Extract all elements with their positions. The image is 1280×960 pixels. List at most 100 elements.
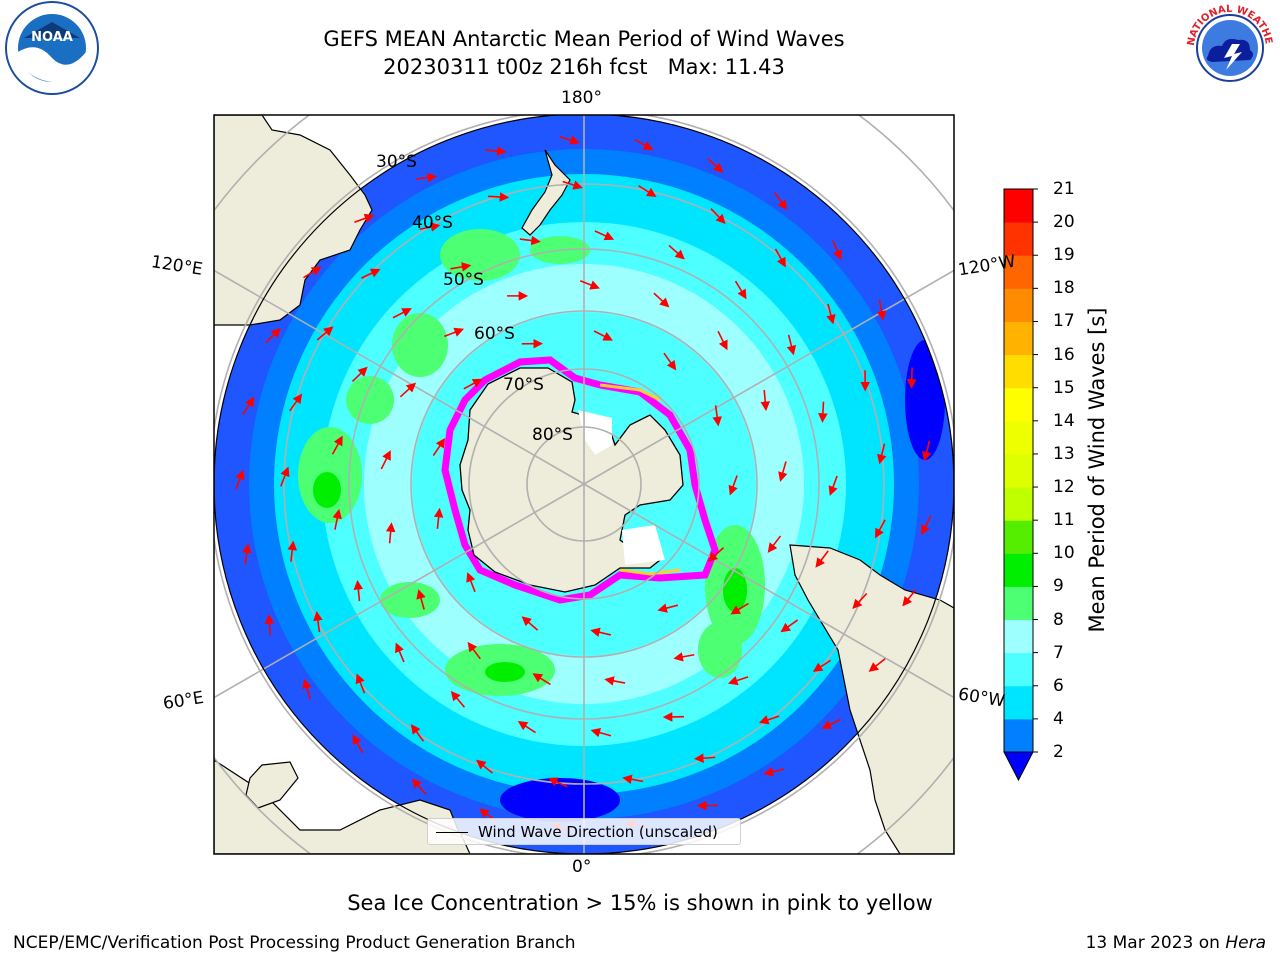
colorbar-segment xyxy=(1004,453,1033,488)
map-subtitle: 20230311 t00z 216h fcst Max: 11.43 xyxy=(383,55,785,79)
wind-wave-arrow xyxy=(361,268,381,279)
lat-label-50s: 50°S xyxy=(443,270,484,290)
wind-wave-arrow xyxy=(416,589,426,610)
wind-wave-arrow xyxy=(604,676,626,686)
wind-wave-arrow xyxy=(450,262,472,272)
colorbar-tick-label: 13 xyxy=(1053,443,1075,464)
colorbar-tick-label: 19 xyxy=(1053,245,1075,266)
wind-wave-arrow xyxy=(828,475,838,496)
sea-ice-edge xyxy=(441,356,719,604)
wind-wave-arrow xyxy=(488,192,510,202)
map-legend: Wind Wave Direction (unscaled) xyxy=(427,818,741,845)
wind-wave-arrow xyxy=(593,330,613,341)
wind-wave-arrow xyxy=(590,627,612,637)
footer-date-text: 13 Mar 2023 on xyxy=(1085,933,1226,953)
colorbar-tick-label: 7 xyxy=(1053,642,1064,663)
wind-wave-arrow xyxy=(821,718,841,729)
wind-wave-arrow xyxy=(443,327,465,338)
wind-wave-arrow xyxy=(868,658,886,672)
wind-wave-arrow xyxy=(707,547,725,562)
colorbar-segment xyxy=(1004,586,1033,621)
wind-wave-arrows xyxy=(235,135,932,833)
wind-wave-arrow xyxy=(852,592,868,610)
colorbar-segment xyxy=(1004,553,1033,587)
wind-wave-arrow xyxy=(906,367,917,389)
wind-wave-arrow xyxy=(521,616,539,631)
colorbar-segment xyxy=(1004,652,1033,687)
wind-wave-arrow xyxy=(316,326,334,341)
colorbar-segment xyxy=(1004,685,1033,720)
colorbar-segment xyxy=(1004,718,1033,753)
wind-wave-arrow xyxy=(466,572,476,593)
wind-wave-arrow xyxy=(385,522,396,544)
wind-wave-arrow xyxy=(467,641,481,660)
wind-wave-arrow xyxy=(590,728,612,738)
wind-wave-arrow xyxy=(921,515,932,536)
wind-wave-arrow xyxy=(242,543,252,565)
wind-wave-arrow xyxy=(313,611,323,633)
colorbar-tick-label: 11 xyxy=(1053,510,1075,531)
colorbar-segment xyxy=(1004,487,1033,521)
wind-wave-arrow xyxy=(415,172,438,183)
colorbar-tick-label: 2 xyxy=(1053,742,1064,762)
wind-wave-arrow xyxy=(380,450,391,470)
wind-wave-arrow xyxy=(875,519,886,539)
nws-logo: NATIONAL WEATHER SERVICE xyxy=(1180,0,1276,94)
wind-wave-arrow xyxy=(657,603,679,613)
wind-wave-arrow xyxy=(668,244,685,260)
wind-wave-arrow xyxy=(694,753,716,763)
wind-wave-arrow xyxy=(622,774,644,785)
wind-wave-arrow xyxy=(876,299,887,321)
wind-wave-arrow xyxy=(832,240,842,261)
wind-wave-arrow xyxy=(352,734,364,754)
wind-wave-arrow xyxy=(826,303,836,325)
colorbar-tick-label: 21 xyxy=(1053,179,1075,199)
wind-wave-arrow xyxy=(734,280,747,300)
lat-label-80s: 80°S xyxy=(532,425,573,445)
colorbar-label: Mean Period of Wind Waves [s] xyxy=(1085,307,1109,633)
sea-ice-note: Sea Ice Concentration > 15% is shown in … xyxy=(347,891,933,915)
colorbar-tick-label: 17 xyxy=(1053,311,1075,332)
colorbar-tick-label: 10 xyxy=(1053,543,1075,564)
wind-wave-arrow xyxy=(392,308,412,319)
lon-label-180: 180° xyxy=(561,88,602,108)
ice-shelf xyxy=(578,410,665,565)
wind-wave-arrow xyxy=(351,366,368,383)
wind-wave-arrow xyxy=(760,389,771,412)
wind-wave-arrow xyxy=(432,437,446,457)
graticule xyxy=(214,115,954,854)
colorbar-tick-label: 6 xyxy=(1053,675,1064,696)
legend-line-swatch xyxy=(436,832,468,833)
wind-wave-arrow xyxy=(763,767,785,777)
wind-wave-arrow xyxy=(485,146,507,156)
colorbar-tick-label: 14 xyxy=(1053,410,1075,431)
wind-wave-arrow xyxy=(547,777,568,788)
wind-wave-arrow xyxy=(265,327,281,344)
footer-credit: NCEP/EMC/Verification Post Processing Pr… xyxy=(13,933,576,953)
colorbar-segment xyxy=(1004,288,1033,322)
wind-wave-arrow xyxy=(532,673,551,686)
colorbar-tick-label: 12 xyxy=(1053,477,1075,498)
wind-wave-arrow xyxy=(774,248,786,268)
wind-wave-arrow xyxy=(653,292,670,308)
colorbar-segment xyxy=(1004,387,1033,422)
map-title: GEFS MEAN Antarctic Mean Period of Wind … xyxy=(323,27,845,51)
wind-wave-arrow xyxy=(331,435,343,455)
wind-wave-arrow xyxy=(774,192,788,211)
wind-wave-arrow xyxy=(638,185,657,197)
lat-label-30s: 30°S xyxy=(376,152,417,172)
wind-wave-arrow xyxy=(712,405,722,427)
wind-wave-arrow xyxy=(562,180,583,190)
colorbar-segment xyxy=(1004,255,1033,289)
colorbar-tick-label: 20 xyxy=(1053,212,1075,233)
wind-wave-arrow xyxy=(355,673,366,694)
wind-wave-arrow xyxy=(463,378,483,390)
wind-wave-arrow xyxy=(354,213,375,223)
wind-wave-arrow xyxy=(707,157,724,173)
wave-period-patches xyxy=(298,229,765,696)
colorbar xyxy=(1003,188,1038,782)
wind-wave-arrow xyxy=(663,352,677,371)
colorbar-under-arrow xyxy=(1003,751,1034,782)
wind-wave-arrow xyxy=(710,208,726,225)
